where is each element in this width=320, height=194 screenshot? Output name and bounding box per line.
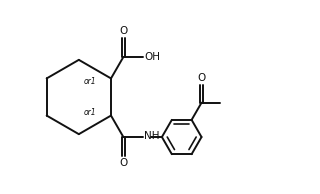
- Text: O: O: [197, 73, 206, 83]
- Text: or1: or1: [83, 108, 96, 117]
- Text: or1: or1: [83, 77, 96, 86]
- Text: NH: NH: [144, 131, 160, 141]
- Text: OH: OH: [144, 52, 160, 62]
- Text: O: O: [119, 158, 127, 168]
- Text: O: O: [119, 26, 127, 36]
